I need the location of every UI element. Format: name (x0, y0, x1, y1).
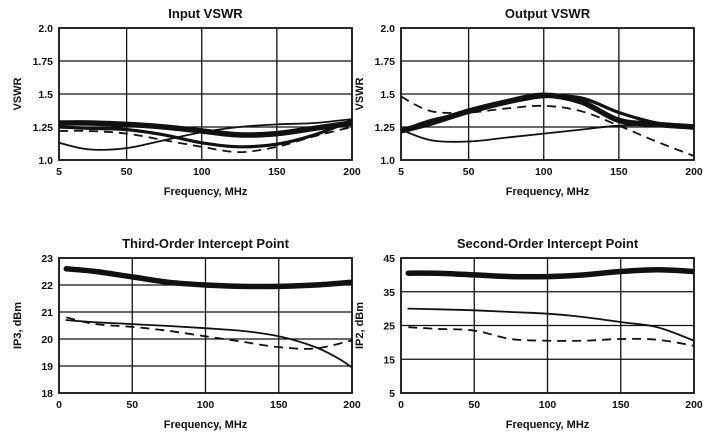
chart-title: Output VSWR (505, 6, 591, 21)
series-line-dashed (66, 316, 352, 350)
series-line-dashed (408, 326, 694, 347)
x-tick-label: 150 (610, 166, 628, 178)
y-tick-label: 1.0 (380, 155, 395, 167)
series-line-thick (405, 267, 694, 280)
plot-frame (400, 257, 695, 394)
plot-frame (58, 257, 353, 394)
y-tick-label: 1.25 (33, 122, 54, 134)
y-tick-label: 19 (41, 361, 53, 373)
series-line-thick (63, 266, 352, 290)
y-tick-label: 22 (41, 280, 53, 292)
y-tick-label: 23 (41, 253, 53, 265)
x-tick-label: 5 (56, 166, 62, 178)
y-tick-label: 1.0 (38, 155, 53, 167)
y-tick-label: 45 (383, 253, 395, 265)
y-tick-label: 5 (389, 388, 395, 400)
y-tick-label: 2.0 (38, 23, 53, 35)
x-tick-label: 5 (398, 166, 404, 178)
x-tick-label: 50 (468, 399, 480, 411)
x-tick-label: 0 (56, 399, 62, 411)
y-tick-label: 20 (41, 334, 53, 346)
y-tick-label: 18 (41, 388, 53, 400)
x-tick-label: 50 (126, 399, 138, 411)
x-axis-label: Frequency, MHz (506, 186, 590, 198)
x-tick-label: 200 (343, 399, 361, 411)
chart-title: Second-Order Intercept Point (457, 236, 639, 251)
third-order-intercept-chart: Third-Order Intercept Point 0 50 100 150 200 1… (12, 236, 361, 431)
x-tick-label: 50 (463, 166, 475, 178)
y-axis-label: IP2, dBm (354, 302, 366, 349)
series-line-thin (65, 319, 352, 369)
series-line-thin (59, 118, 352, 151)
y-tick-label: 25 (383, 321, 395, 333)
x-tick-label: 150 (612, 399, 630, 411)
x-tick-label: 150 (270, 399, 288, 411)
series-line-thin (401, 124, 694, 143)
y-tick-label: 15 (383, 354, 395, 366)
x-tick-label: 50 (121, 166, 133, 178)
plot-frame (400, 27, 695, 161)
y-tick-label: 21 (41, 307, 53, 319)
y-tick-label: 35 (383, 287, 395, 299)
y-tick-label: 1.5 (380, 89, 395, 101)
plot-frame (58, 27, 353, 161)
x-tick-label: 100 (197, 399, 215, 411)
chart-title: Input VSWR (168, 6, 243, 21)
second-order-intercept-chart: Second-Order Intercept Point 0 50 100 150 200… (354, 236, 703, 431)
series-line-medium (59, 118, 352, 149)
series-line-medium (401, 94, 694, 133)
x-axis-label: Frequency, MHz (164, 186, 248, 198)
y-tick-label: 1.75 (375, 56, 396, 68)
series-line-thick (59, 120, 352, 138)
y-tick-label: 2.0 (380, 23, 395, 35)
x-tick-label: 200 (685, 399, 703, 411)
x-tick-label: 100 (193, 166, 211, 178)
y-tick-label: 1.5 (38, 89, 53, 101)
x-tick-label: 100 (539, 399, 557, 411)
x-tick-label: 150 (268, 166, 286, 178)
x-tick-label: 200 (685, 166, 703, 178)
y-axis-label: IP3, dBm (12, 302, 24, 349)
x-axis-label: Frequency, MHz (164, 419, 248, 431)
x-tick-label: 0 (398, 399, 404, 411)
input-vswr-chart: Input VSWR 5 50 100 150 200 1.0 1.25 1.5 1.75 2.0 F… (12, 6, 361, 198)
y-tick-label: 1.25 (375, 122, 396, 134)
x-tick-label: 200 (343, 166, 361, 178)
chart-title: Third-Order Intercept Point (122, 236, 290, 251)
x-axis-label: Frequency, MHz (506, 419, 590, 431)
y-tick-label: 1.75 (33, 56, 54, 68)
y-axis-label: VSWR (12, 77, 24, 110)
y-axis-label: VSWR (354, 77, 366, 110)
series-line-dashed (59, 126, 352, 153)
series-line-thin (407, 307, 694, 342)
x-tick-label: 100 (535, 166, 553, 178)
output-vswr-chart: Output VSWR 5 50 100 150 200 1.0 1.25 1.5 1.75 2.0… (354, 6, 703, 198)
